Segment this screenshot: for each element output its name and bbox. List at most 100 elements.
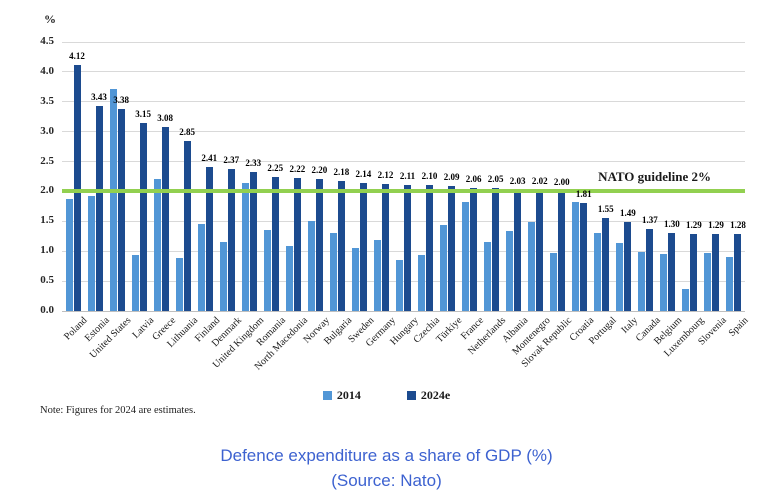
bar-2024e (227, 169, 235, 311)
x-category-label: Spain (726, 315, 751, 339)
bar-2014 (65, 198, 73, 311)
bar-2014 (484, 241, 492, 311)
legend: 2014 2024e (0, 388, 773, 403)
legend-label-2014: 2014 (336, 388, 361, 402)
bar-2024e (205, 166, 213, 311)
bar-2014 (616, 243, 624, 311)
y-tick-label: 2.0 (40, 184, 54, 197)
y-tick-label: 2.5 (40, 154, 54, 167)
bar-2024e (117, 108, 125, 311)
bar-value-label: 1.30 (664, 219, 680, 230)
gridline (62, 41, 745, 43)
y-tick-label: 1.5 (40, 214, 54, 227)
bar-value-label: 2.20 (311, 165, 328, 176)
bar-2014 (285, 245, 293, 311)
y-tick-label: 0.5 (40, 274, 54, 287)
bar-2014 (440, 224, 448, 311)
bar-value-label: 2.03 (509, 175, 526, 186)
legend-item-2024e: 2024e (406, 388, 451, 403)
bar-value-label: 2.37 (223, 155, 240, 166)
bar-2024e (514, 189, 522, 311)
bar-2024e (95, 105, 103, 311)
bar-2024e (381, 184, 389, 311)
y-tick-label: 4.0 (40, 64, 54, 77)
y-axis-unit-label: % (44, 12, 56, 26)
bar-2024e (602, 218, 610, 311)
bar-value-label: 2.02 (531, 176, 548, 187)
bar-value-label: 2.18 (333, 166, 350, 177)
bar-2014 (373, 240, 381, 311)
bar-2024e (271, 176, 279, 311)
bar-2014 (109, 89, 117, 311)
bar-value-label: 1.55 (597, 204, 614, 215)
bar-2014 (572, 202, 580, 311)
bar-value-label: 2.33 (245, 157, 262, 168)
bar-2014 (594, 233, 602, 311)
bar-value-label: 1.29 (686, 219, 702, 230)
bar-2024e (404, 184, 411, 311)
bar-2014 (87, 195, 95, 311)
bar-value-label: 1.37 (641, 215, 658, 226)
legend-swatch-2014 (322, 391, 332, 400)
bar-value-label: 2.09 (443, 172, 460, 183)
bar-value-label: 2.41 (201, 152, 218, 163)
bar-value-label: 4.12 (69, 50, 85, 61)
bar-2024e (734, 234, 742, 311)
gridline (62, 250, 745, 252)
bar-2024e (161, 126, 169, 311)
nato-guideline-line (62, 189, 745, 194)
bar-2024e (712, 233, 720, 311)
bar-2014 (131, 254, 139, 311)
gridline (62, 310, 745, 312)
bar-value-label: 1.29 (708, 219, 724, 230)
y-tick-label: 3.0 (40, 124, 54, 137)
bar-2024e (470, 187, 478, 311)
bar-2024e (183, 140, 191, 311)
bar-2024e (315, 179, 323, 311)
bar-2024e (580, 202, 588, 311)
bar-2024e (624, 221, 632, 311)
chart-caption-line1: Defence expenditure as a share of GDP (%… (220, 446, 553, 465)
bar-value-label: 2.25 (267, 162, 284, 173)
bar-2014 (550, 253, 558, 311)
gridline (62, 280, 745, 282)
bar-2014 (351, 248, 359, 311)
bar-value-label: 2.14 (355, 169, 372, 180)
bar-value-label: 3.08 (157, 112, 174, 123)
bar-value-label: 2.85 (179, 126, 196, 137)
note-text: Note: Figures for 2024 are estimates. (40, 405, 196, 416)
bar-2014 (528, 221, 536, 311)
bar-2024e (139, 122, 147, 311)
bar-value-label: 3.38 (113, 94, 129, 105)
bar-2014 (638, 251, 646, 311)
bar-value-label: 3.15 (135, 108, 151, 119)
legend-label-2024e: 2024e (420, 388, 451, 402)
bar-2014 (175, 258, 183, 311)
bar-2014 (219, 242, 227, 311)
bar-2024e (646, 229, 654, 311)
bar-value-label: 2.12 (377, 170, 394, 181)
bar-2024e (73, 64, 81, 311)
y-tick-label: 1.0 (40, 244, 54, 257)
bar-2014 (506, 230, 514, 311)
bar-value-label: 2.05 (487, 174, 504, 185)
bar-2024e (690, 233, 698, 311)
bar-value-label: 2.22 (289, 164, 306, 175)
bar-2024e (426, 185, 434, 311)
bar-2014 (704, 253, 712, 311)
bar-2024e (293, 178, 301, 311)
bar-2024e (359, 183, 367, 311)
gridline (62, 220, 745, 222)
bar-value-label: 2.11 (399, 170, 416, 181)
bar-2014 (329, 233, 337, 311)
gridline (62, 71, 745, 73)
y-tick-label: 4.5 (40, 35, 54, 47)
bar-value-label: 1.49 (619, 207, 636, 218)
bar-value-label: 2.06 (465, 173, 482, 184)
legend-swatch-2024e (406, 391, 416, 400)
bar-2014 (241, 183, 249, 311)
nato-guideline-label: NATO guideline 2% (598, 169, 711, 184)
gridline (62, 101, 745, 103)
bar-2014 (307, 220, 315, 311)
bar-2024e (448, 186, 456, 311)
